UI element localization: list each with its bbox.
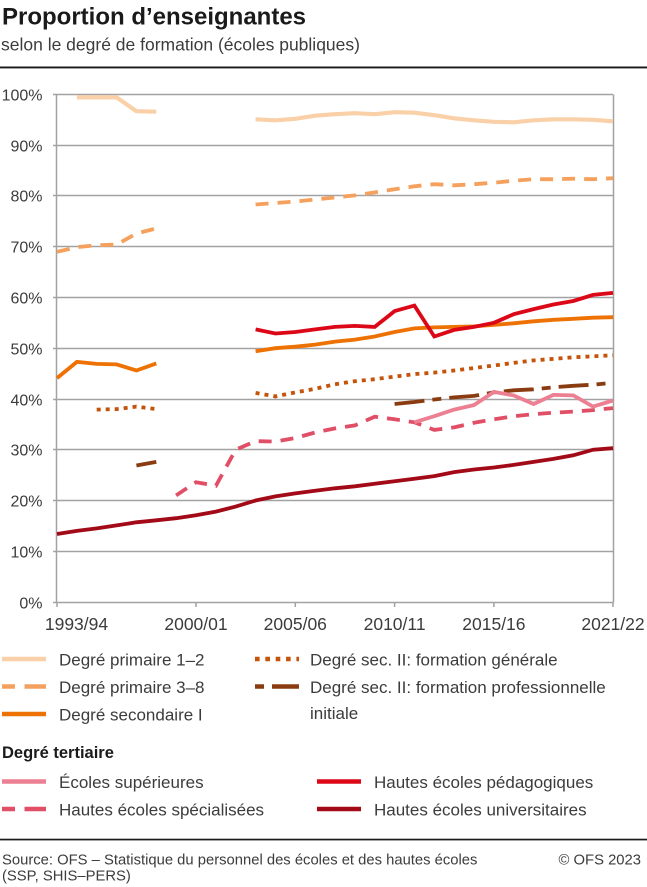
- svg-text:Source: OFS – Statistique du p: Source: OFS – Statistique du personnel d…: [2, 853, 477, 869]
- svg-text:50%: 50%: [10, 342, 42, 359]
- svg-text:2005/06: 2005/06: [264, 614, 327, 634]
- svg-text:2021/22: 2021/22: [581, 614, 644, 634]
- svg-text:Hautes écoles spécialisées: Hautes écoles spécialisées: [59, 800, 264, 819]
- svg-text:90%: 90%: [10, 139, 42, 156]
- svg-text:Hautes écoles pédagogiques: Hautes écoles pédagogiques: [374, 773, 593, 792]
- svg-text:Degré primaire 1–2: Degré primaire 1–2: [59, 650, 205, 669]
- svg-text:Degré tertiaire: Degré tertiaire: [2, 744, 114, 762]
- svg-text:(SSP, SHIS–PERS): (SSP, SHIS–PERS): [2, 869, 131, 885]
- svg-text:Proportion d’enseignantes: Proportion d’enseignantes: [2, 4, 306, 31]
- svg-text:10%: 10%: [10, 545, 42, 562]
- svg-text:selon le degré de formation (é: selon le degré de formation (écoles publ…: [1, 35, 360, 55]
- svg-text:Écoles supérieures: Écoles supérieures: [59, 773, 204, 792]
- svg-text:© OFS 2023: © OFS 2023: [559, 853, 641, 869]
- svg-text:60%: 60%: [10, 291, 42, 308]
- svg-text:2015/16: 2015/16: [462, 614, 525, 634]
- svg-text:0%: 0%: [19, 596, 42, 613]
- svg-text:Hautes écoles universitaires: Hautes écoles universitaires: [374, 800, 587, 819]
- svg-text:2010/11: 2010/11: [364, 614, 426, 634]
- svg-text:100%: 100%: [2, 88, 43, 105]
- svg-text:initiale: initiale: [310, 704, 358, 723]
- svg-text:80%: 80%: [10, 189, 42, 206]
- svg-text:40%: 40%: [10, 393, 42, 410]
- svg-text:Degré sec. II: formation profe: Degré sec. II: formation professionnelle: [310, 678, 606, 697]
- svg-text:70%: 70%: [10, 240, 42, 257]
- svg-text:2000/01: 2000/01: [164, 614, 227, 634]
- svg-text:1993/94: 1993/94: [45, 614, 109, 634]
- svg-text:Degré sec. II: formation génér: Degré sec. II: formation générale: [310, 650, 558, 669]
- svg-text:30%: 30%: [10, 443, 42, 460]
- svg-text:Degré secondaire I: Degré secondaire I: [59, 705, 203, 724]
- svg-text:20%: 20%: [10, 494, 42, 511]
- svg-text:Degré primaire 3–8: Degré primaire 3–8: [59, 678, 205, 697]
